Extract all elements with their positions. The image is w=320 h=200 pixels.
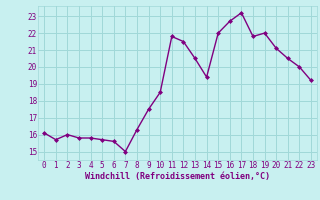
X-axis label: Windchill (Refroidissement éolien,°C): Windchill (Refroidissement éolien,°C) [85,172,270,181]
